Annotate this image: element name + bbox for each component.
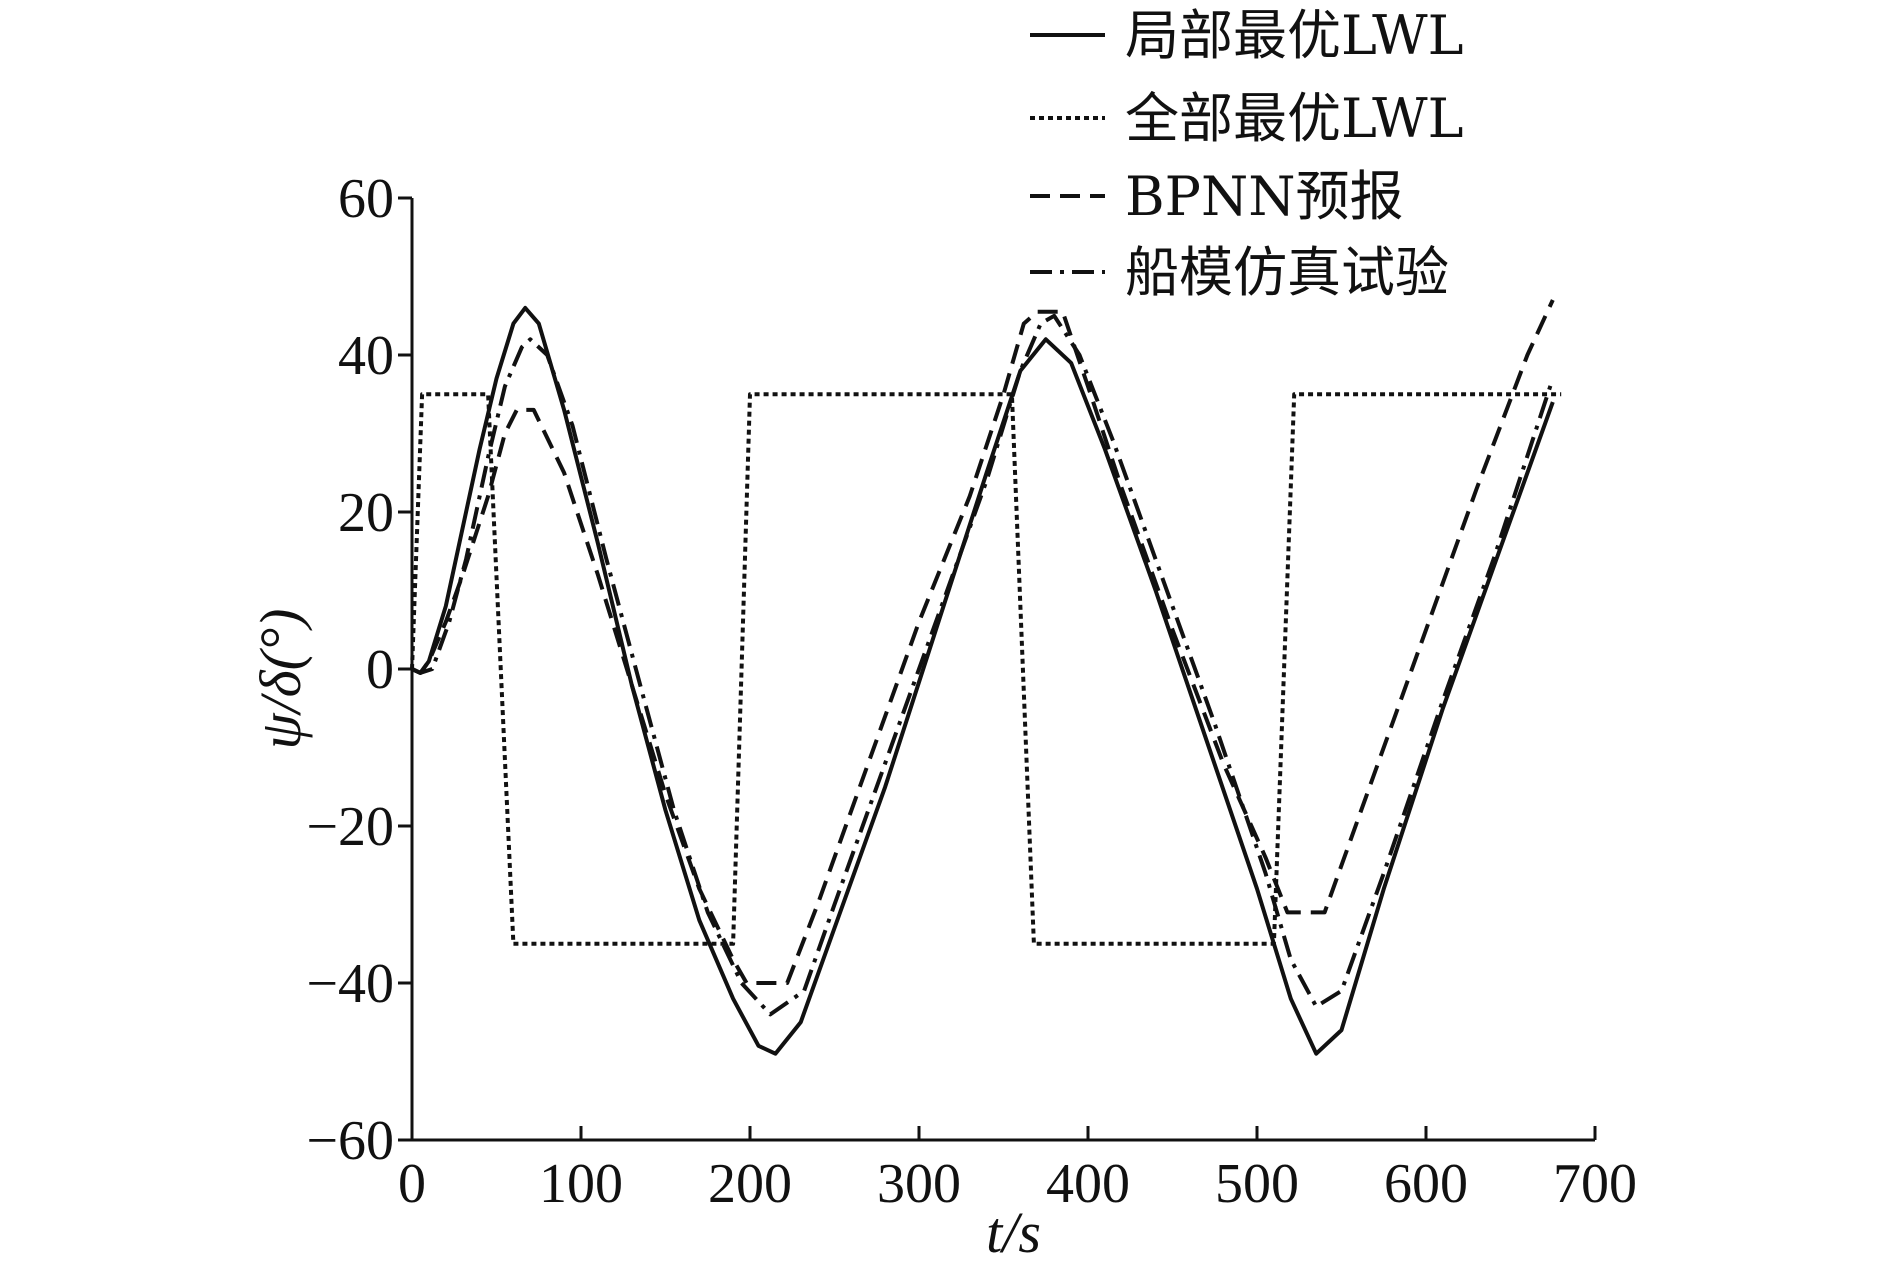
y-tick-label: 40 <box>338 325 394 387</box>
x-tick-label: 500 <box>1215 1153 1299 1215</box>
series-line-4 <box>411 313 1555 1017</box>
legend-label-1: 局部最优LWL <box>1125 4 1464 67</box>
y-tick-label: −40 <box>306 953 394 1015</box>
x-tick-label: 200 <box>708 1153 792 1215</box>
x-tick-label: 300 <box>877 1153 961 1215</box>
series-line-1 <box>411 305 1555 1056</box>
legend-label-4: 船模仿真试验 <box>1125 241 1449 304</box>
series-layer <box>410 299 1562 1056</box>
series-line-2 <box>410 392 1562 946</box>
y-tick-label: −20 <box>306 796 394 858</box>
y-tick-label: 20 <box>338 482 394 544</box>
x-tick-label: 600 <box>1384 1153 1468 1215</box>
x-tick-label: 0 <box>398 1153 426 1215</box>
plot-frame <box>410 198 1595 1142</box>
x-axis: 0 100 200 300 400 500 600 700 <box>398 1126 1637 1215</box>
legend-label-2: 全部最优LWL <box>1125 87 1464 150</box>
y-tick-label: 0 <box>366 639 394 701</box>
y-tick-label: −60 <box>306 1110 394 1172</box>
series-line-3 <box>411 299 1555 985</box>
x-axis-label: t/s <box>986 1200 1041 1262</box>
x-tick-label: 400 <box>1046 1153 1130 1215</box>
x-tick-label: 100 <box>539 1153 623 1215</box>
legend-label-3: BPNN预报 <box>1125 165 1404 228</box>
x-tick-label: 700 <box>1553 1153 1637 1215</box>
y-axis: −60 −40 −20 0 20 40 60 <box>306 168 412 1172</box>
y-tick-label: 60 <box>338 168 394 230</box>
y-axis-label: ψ/δ(°) <box>248 609 313 750</box>
